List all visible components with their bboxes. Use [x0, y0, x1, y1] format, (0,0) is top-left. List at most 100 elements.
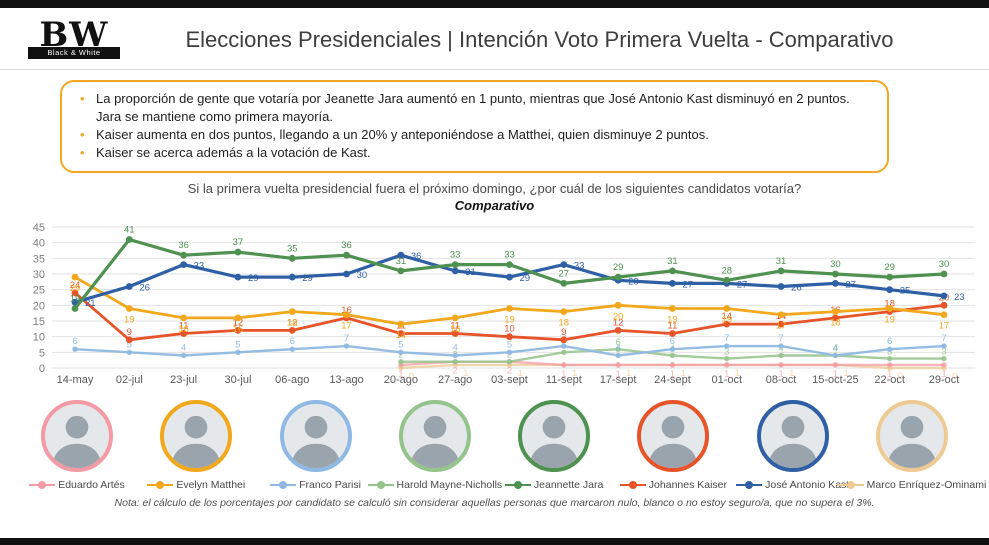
person-silhouette-icon	[291, 415, 341, 468]
data-point	[723, 276, 731, 284]
candidate: José Antonio Kast	[734, 399, 852, 491]
person-silhouette-icon	[529, 415, 579, 468]
candidate: Evelyn Matthei	[137, 399, 255, 491]
data-point	[125, 336, 133, 343]
x-axis-tick: 29-oct	[929, 374, 960, 386]
trend-chart: 0 5 10 15 20 25 30 35 40 45 14-may 02-jul 23-jul 30-j…	[0, 217, 989, 394]
legend-marker-icon	[147, 480, 174, 489]
data-point	[506, 358, 513, 365]
data-point	[669, 346, 676, 352]
data-label: 1	[778, 369, 783, 380]
candidate-name: Harold Mayne-Nicholls	[396, 478, 503, 491]
data-point	[831, 314, 839, 322]
data-point	[451, 267, 459, 275]
data-point	[234, 273, 242, 281]
insight-bullet-list: La proporción de gente que votaría por J…	[76, 90, 869, 162]
data-label: 11	[179, 320, 189, 331]
data-label: 10	[504, 323, 515, 334]
data-label: 11	[668, 320, 678, 331]
person-silhouette-icon	[768, 415, 818, 468]
data-label: 19	[667, 314, 678, 325]
data-point	[180, 352, 187, 358]
data-label: 3	[724, 346, 729, 357]
data-point	[560, 279, 568, 287]
data-point	[614, 326, 622, 334]
candidate-avatar	[398, 399, 471, 472]
legend-item: Harold Mayne-Nicholls	[367, 478, 503, 491]
data-point	[180, 329, 188, 337]
data-label: 37	[233, 237, 244, 248]
data-point	[777, 282, 785, 290]
data-point	[723, 304, 731, 312]
data-point	[615, 352, 621, 358]
x-axis-tick: 14-may	[57, 374, 94, 386]
y-axis-tick: 30	[33, 269, 45, 281]
data-point	[125, 304, 133, 312]
data-label: 6	[290, 336, 295, 347]
legend-item: Franco Parisi	[270, 479, 361, 491]
data-label: 14	[396, 330, 407, 341]
data-label: 1	[724, 369, 729, 380]
data-label: 2	[507, 365, 512, 376]
legend-item: José Antonio Kast	[736, 479, 849, 491]
data-label: 1	[398, 369, 403, 380]
data-point	[615, 346, 621, 352]
y-axis-tick: 10	[33, 331, 45, 343]
legend-marker-icon	[270, 480, 297, 489]
data-point	[669, 279, 676, 287]
x-axis-tick: 24-sept	[654, 374, 691, 386]
person-silhouette-icon	[887, 415, 937, 468]
data-label: 29	[302, 273, 313, 284]
data-point	[234, 248, 242, 256]
data-label: 4	[453, 342, 458, 353]
data-label: 16	[233, 324, 244, 335]
data-point	[180, 314, 188, 322]
data-label: 1	[561, 369, 566, 380]
data-label: 7	[778, 333, 783, 344]
data-label: 30	[830, 259, 841, 270]
data-point	[941, 343, 947, 349]
data-label: 1	[833, 369, 838, 380]
data-point	[560, 336, 568, 343]
data-point	[669, 304, 676, 312]
x-axis-tick: 08-oct	[766, 374, 797, 386]
data-point	[506, 304, 513, 312]
legend-marker-icon	[367, 480, 394, 489]
data-point	[289, 346, 295, 352]
candidate: Marco Enríquez-Ominami	[837, 399, 986, 491]
data-label: 27	[559, 268, 570, 279]
data-point	[343, 311, 350, 318]
data-label: 33	[194, 260, 205, 271]
candidate-legend-row: Eduardo Artés Evelyn Matthei Franco Parisi…	[0, 394, 989, 491]
data-label: 26	[139, 282, 150, 293]
data-label: 36	[411, 251, 422, 262]
data-label: 1	[887, 369, 892, 380]
data-label: 7	[724, 333, 729, 344]
data-point	[288, 254, 296, 262]
bw-logo-letters: BW	[39, 15, 109, 56]
data-label: 36	[178, 240, 189, 251]
x-axis-tick: 01-oct	[711, 374, 742, 386]
header: BW Black & White Elecciones Presidencial…	[0, 8, 989, 70]
data-label: 5	[398, 339, 403, 350]
candidate-avatar	[279, 399, 352, 472]
data-point	[397, 251, 405, 259]
candidate-avatar	[875, 399, 948, 472]
data-label: 31	[776, 256, 787, 267]
y-axis-tick: 40	[33, 237, 45, 249]
data-label: 1	[941, 369, 946, 380]
data-label: 12	[613, 317, 624, 328]
data-label: 5	[235, 339, 240, 350]
data-point	[886, 286, 894, 293]
data-label: 19	[884, 314, 895, 325]
data-label: 18	[559, 317, 570, 328]
candidate-name: Jeannette Jara	[533, 478, 604, 491]
data-point	[561, 361, 567, 368]
data-label: 29	[884, 262, 895, 273]
data-label: 20	[613, 311, 624, 322]
data-label: 24	[70, 280, 81, 291]
data-label: 3	[941, 346, 946, 357]
data-label: 41	[124, 224, 135, 235]
y-axis-tick: 25	[33, 284, 45, 296]
bw-logo-caption: Black & White	[28, 46, 120, 59]
